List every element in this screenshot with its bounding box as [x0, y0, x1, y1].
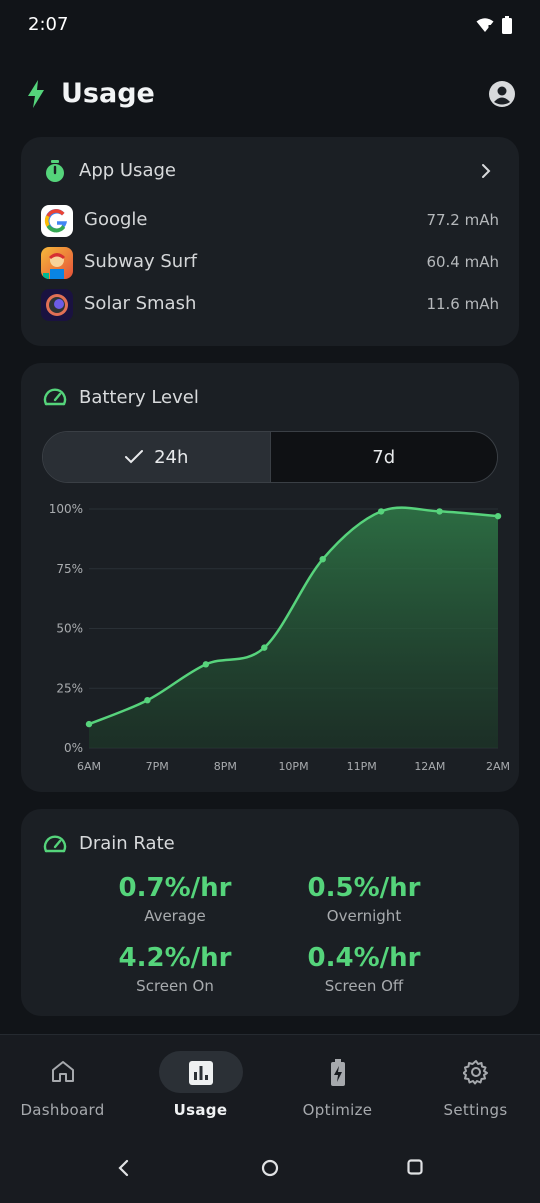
battery-level-card: Battery Level 24h 7d 100% 75% 50% 25% 0% 6AM…	[21, 363, 519, 792]
account-icon[interactable]	[488, 80, 516, 108]
battery-area	[89, 507, 498, 748]
subway-surf-app-icon	[41, 247, 73, 279]
chart-data-point	[144, 697, 151, 704]
solar-smash-app-icon	[41, 289, 73, 321]
drain-overnight-label: Overnight	[326, 907, 402, 925]
drain-screen-off-label: Screen Off	[324, 977, 404, 995]
chart-data-point	[494, 512, 502, 520]
app-header: Usage	[0, 70, 540, 120]
nav-settings-label: Settings	[443, 1101, 508, 1119]
wifi-icon	[476, 18, 494, 32]
drain-rate-title: Drain Rate	[79, 833, 175, 854]
nav-optimize[interactable]: Optimize	[270, 1035, 405, 1140]
check-icon	[125, 450, 144, 464]
drain-rate-card: Drain Rate 0.7%/hr Average 0.5%/hr Overn…	[21, 809, 519, 1016]
x-tick-label: 7PM	[146, 760, 169, 773]
y-tick-label: 100%	[49, 502, 83, 516]
back-icon[interactable]	[117, 1159, 129, 1177]
x-tick-label: 2AM	[486, 760, 510, 773]
app-name: Subway Surf	[84, 251, 197, 272]
app-usage-card[interactable]: App Usage Google 77.2 mAh Subway Surf 60…	[21, 137, 519, 346]
system-navigation-bar	[0, 1139, 540, 1203]
nav-dashboard-label: Dashboard	[20, 1101, 105, 1119]
chevron-right-icon[interactable]	[481, 163, 491, 179]
nav-dashboard[interactable]: Dashboard	[0, 1035, 130, 1140]
battery-line	[88, 506, 499, 726]
google-app-icon	[41, 205, 73, 237]
status-time: 2:07	[28, 14, 69, 35]
tab-24h[interactable]: 24h	[43, 432, 271, 482]
y-tick-label: 50%	[56, 622, 83, 636]
drain-screen-on-label: Screen On	[136, 977, 214, 995]
chart-data-point	[261, 644, 268, 651]
battery-level-title: Battery Level	[79, 387, 199, 408]
bottom-navigation: Dashboard Usage Optimize Settings	[0, 1034, 540, 1139]
drain-screen-on-value: 4.2%/hr	[118, 943, 232, 973]
battery-level-chart: 100% 75% 50% 25% 0% 6AM 7PM 8PM 10PM 11PM 12AM 2AM	[49, 502, 510, 773]
chart-data-point	[85, 720, 93, 728]
drain-average-value: 0.7%/hr	[118, 873, 232, 903]
app-value: 11.6 mAh	[426, 295, 499, 313]
x-tick-label: 10PM	[278, 760, 308, 773]
status-bar: 2:07	[0, 0, 540, 52]
lightning-bolt-icon	[28, 80, 44, 108]
x-tick-label: 11PM	[347, 760, 377, 773]
battery-icon	[502, 16, 512, 34]
y-tick-label: 25%	[56, 681, 83, 695]
time-range-toggle: 24h 7d	[42, 431, 498, 483]
chart-data-point	[436, 508, 443, 515]
status-icons	[476, 16, 512, 34]
drain-screen-off-value: 0.4%/hr	[307, 943, 421, 973]
gear-icon	[462, 1060, 488, 1085]
home-icon	[51, 1061, 74, 1082]
drain-average-label: Average	[144, 907, 206, 925]
bar-chart-icon	[188, 1061, 213, 1085]
speedometer-icon	[43, 388, 67, 406]
nav-settings[interactable]: Settings	[408, 1035, 540, 1140]
recents-icon[interactable]	[407, 1159, 423, 1175]
drain-overnight-value: 0.5%/hr	[307, 873, 421, 903]
x-tick-label: 12AM	[414, 760, 445, 773]
nav-usage-label: Usage	[173, 1101, 228, 1119]
app-name: Solar Smash	[84, 293, 197, 314]
y-tick-label: 0%	[64, 741, 83, 755]
app-value: 77.2 mAh	[426, 211, 499, 229]
nav-optimize-label: Optimize	[302, 1101, 373, 1119]
page-title: Usage	[61, 78, 155, 109]
app-row-google[interactable]: Google 77.2 mAh	[41, 203, 499, 239]
tab-7d-label: 7d	[372, 446, 396, 468]
tab-7d[interactable]: 7d	[270, 432, 497, 482]
app-usage-title: App Usage	[79, 160, 176, 181]
chart-data-point	[319, 555, 326, 563]
chart-data-point	[202, 661, 210, 668]
x-tick-label: 8PM	[214, 760, 237, 773]
x-tick-label: 6AM	[77, 760, 101, 773]
app-row-solar-smash[interactable]: Solar Smash 11.6 mAh	[41, 287, 499, 323]
stopwatch-icon	[46, 160, 64, 182]
app-row-subway-surf[interactable]: Subway Surf 60.4 mAh	[41, 245, 499, 281]
y-tick-label: 75%	[56, 562, 83, 576]
battery-bolt-icon	[330, 1059, 345, 1086]
chart-data-point	[377, 508, 385, 515]
app-value: 60.4 mAh	[426, 253, 499, 271]
nav-usage[interactable]: Usage	[133, 1035, 268, 1140]
speedometer-icon	[43, 835, 67, 853]
home-button-icon[interactable]	[261, 1159, 279, 1177]
tab-24h-label: 24h	[154, 446, 189, 468]
app-name: Google	[84, 209, 148, 230]
